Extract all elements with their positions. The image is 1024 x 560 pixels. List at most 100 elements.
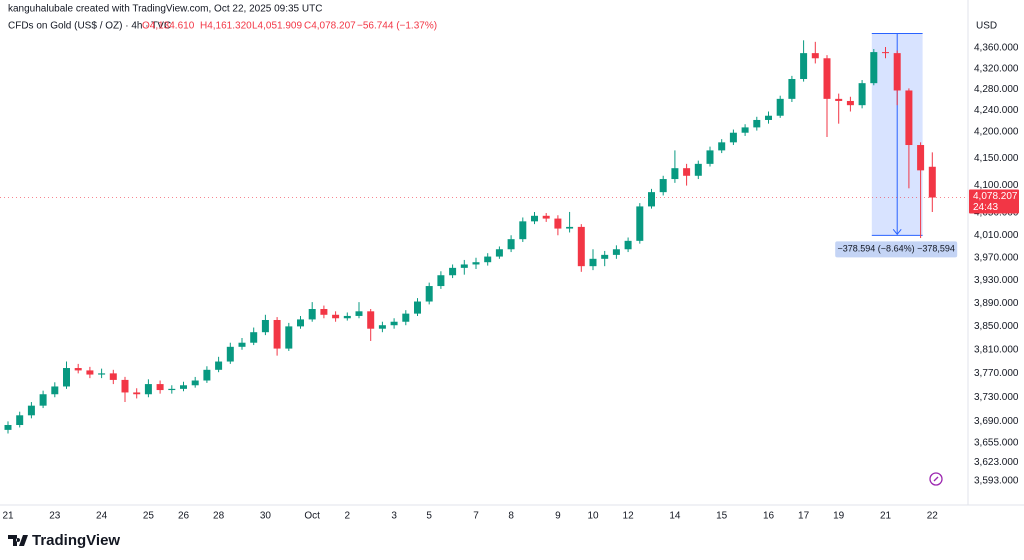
candle-body — [378, 325, 386, 329]
candle-body — [215, 361, 223, 370]
x-tick-label: 21 — [880, 511, 892, 522]
candle-body — [133, 392, 141, 395]
x-tick-label: 16 — [763, 511, 775, 522]
candle-body — [425, 286, 433, 302]
candle-body — [636, 206, 644, 241]
candle-body — [74, 368, 82, 371]
reload-icon[interactable] — [929, 472, 943, 486]
x-tick-label: 28 — [213, 511, 225, 522]
candle-body — [437, 275, 445, 287]
ohlc-low: L4,051.909 — [252, 21, 302, 32]
candle-body — [765, 115, 772, 120]
candle-body — [882, 52, 889, 54]
candle-body — [846, 100, 854, 106]
logo — [8, 535, 28, 546]
candle-body — [800, 53, 808, 79]
x-tick-label: 15 — [716, 511, 728, 522]
candle-body — [51, 386, 59, 395]
x-tick-label: 14 — [669, 511, 681, 522]
candle-body — [191, 380, 199, 386]
x-tick-label: 9 — [555, 511, 561, 522]
candle-body — [238, 342, 246, 347]
y-tick-label: 3,970.000 — [974, 252, 1019, 263]
candle-body — [121, 379, 129, 393]
candle-body — [320, 309, 328, 315]
candle-body — [694, 163, 702, 176]
y-tick-label: 4,240.000 — [974, 105, 1019, 116]
candle-body — [343, 315, 351, 319]
candle-body — [402, 313, 410, 322]
logo-text: TradingView — [32, 532, 120, 549]
y-tick-label: 4,100.000 — [974, 180, 1019, 191]
ohlc-open: O4,134.610 — [142, 21, 195, 32]
ohlc-high: H4,161.320 — [200, 21, 252, 32]
candle-body — [250, 332, 258, 343]
x-tick-label: Oct — [304, 511, 320, 522]
candle-body — [367, 311, 375, 329]
candle-body — [168, 388, 176, 391]
candle-body — [870, 52, 878, 84]
candle-body — [507, 239, 515, 250]
symbol: CFDs on Gold (US$ / OZ) · 4h · TVC — [8, 21, 171, 32]
candle-body — [297, 319, 304, 327]
candle-body — [27, 405, 35, 416]
candle-body — [39, 394, 47, 406]
candle-body — [741, 127, 749, 133]
measure-label: −378.594 (−8.64%) −378,594 — [838, 244, 955, 254]
measure-label-bg — [835, 241, 958, 258]
candle-body — [648, 192, 655, 207]
candle-body — [601, 254, 609, 259]
candle-body — [753, 119, 761, 128]
y-tick-label: 3,810.000 — [974, 344, 1019, 355]
y-tick-label: 4,320.000 — [974, 63, 1019, 74]
y-tick-label: 3,690.000 — [974, 416, 1019, 427]
y-tick-label: 3,770.000 — [974, 368, 1019, 379]
candle-body — [308, 309, 316, 320]
candle-body — [776, 98, 784, 116]
x-tick-label: 19 — [833, 511, 845, 522]
candle-body — [414, 301, 421, 314]
candle-body — [109, 373, 117, 380]
candle-body — [460, 264, 468, 268]
candle-body — [554, 218, 562, 229]
candle-body — [788, 78, 796, 99]
candle-body — [332, 314, 340, 319]
y-tick-label: 4,010.000 — [974, 230, 1019, 241]
candle-body — [156, 384, 164, 391]
candle-body — [472, 262, 480, 265]
last-price-label: 4,078.207 — [973, 191, 1018, 202]
candle-body — [905, 90, 913, 146]
candle-body — [706, 150, 714, 164]
y-tick-label: 4,360.000 — [974, 43, 1019, 54]
candle-body — [4, 425, 12, 430]
candle-body — [624, 240, 632, 250]
candle-body — [98, 373, 106, 375]
candle-body — [589, 258, 597, 267]
y-tick-label: 3,850.000 — [974, 321, 1019, 332]
y-tick-label: 3,930.000 — [974, 275, 1019, 286]
x-tick-label: 2 — [345, 511, 351, 522]
y-tick-label: 3,655.000 — [974, 437, 1019, 448]
x-tick-label: 7 — [473, 511, 479, 522]
x-tick-label: 12 — [623, 511, 635, 522]
y-tick-label: 3,623.000 — [974, 457, 1019, 468]
candle-body — [484, 256, 492, 263]
ohlc-close: C4,078.207 — [304, 21, 356, 32]
x-tick-label: 17 — [798, 511, 810, 522]
x-tick-label: 5 — [426, 511, 432, 522]
candle-body — [495, 249, 503, 257]
candle-body — [566, 226, 574, 229]
candle-body — [63, 368, 70, 387]
x-tick-label: 25 — [143, 511, 155, 522]
y-tick-label: 4,150.000 — [974, 153, 1019, 164]
candle-body — [928, 166, 936, 198]
candle-body — [729, 132, 737, 143]
candle-body — [355, 311, 363, 316]
candle-body — [835, 98, 843, 101]
candle-body — [612, 249, 620, 255]
candle-body — [144, 384, 152, 395]
candle-body — [273, 319, 281, 349]
candle-body — [390, 321, 398, 326]
